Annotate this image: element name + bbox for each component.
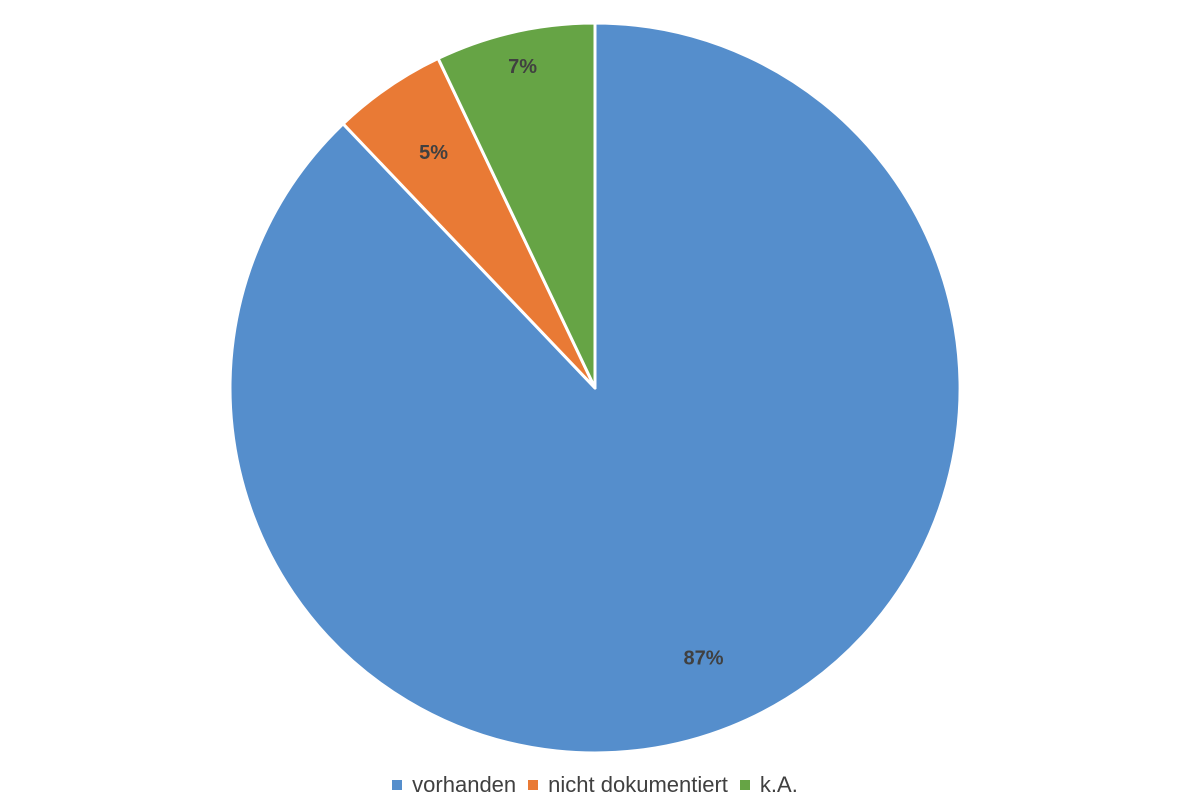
pie-chart-svg: 87% 5% 7% [228,21,962,755]
legend-item-ka: k.A. [739,772,798,798]
legend-label-ka: k.A. [759,772,798,797]
legend-item-vorhanden: vorhanden [392,772,516,798]
data-label-vorhanden: 87% [684,647,724,669]
legend-swatch-ka [739,780,750,790]
data-label-nicht-dokumentiert: 5% [419,142,448,164]
data-label-ka: 7% [508,56,537,78]
pie-slices [228,21,962,755]
legend-label-nicht-dokumentiert: nicht dokumentiert [548,772,728,797]
pie-slice-ka [436,21,597,390]
legend-label-vorhanden: vorhanden [412,772,517,797]
legend-swatch-vorhanden [392,780,403,790]
legend-item-nicht-dokumentiert: nicht dokumentiert [528,772,728,798]
legend-swatch-nicht-dokumentiert [528,780,539,790]
chart-legend: vorhanden nicht dokumentiert k.A. [0,770,1190,800]
pie-data-labels: 87% 5% 7% [419,56,724,670]
